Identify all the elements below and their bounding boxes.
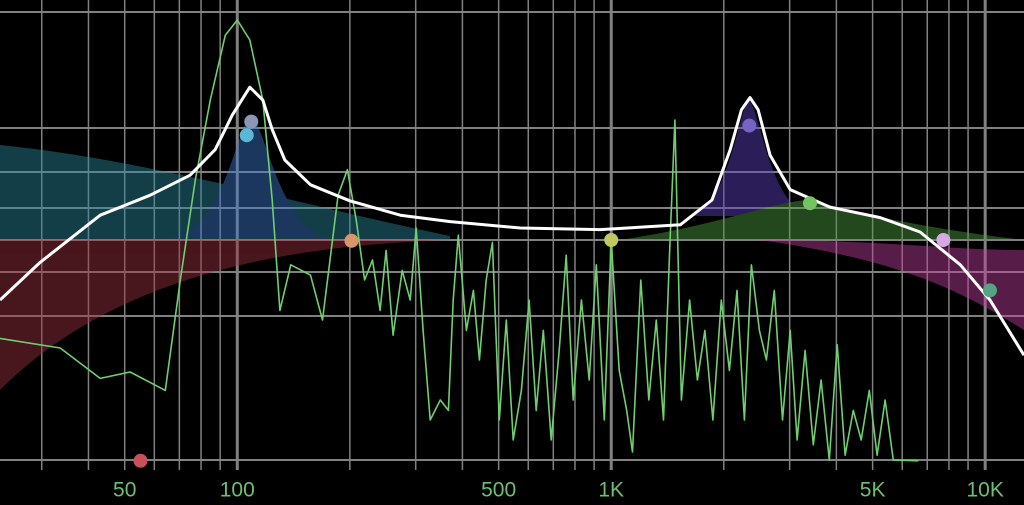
- band-node[interactable]: [742, 118, 757, 133]
- bell-fill: [620, 200, 1024, 240]
- band-node[interactable]: [133, 453, 148, 468]
- band-fills: [0, 100, 1024, 390]
- peak-fill: [170, 115, 330, 238]
- x-tick-label: 100: [220, 479, 255, 502]
- band-node[interactable]: [982, 283, 997, 298]
- band-node[interactable]: [239, 128, 254, 143]
- x-tick-label: 50: [113, 479, 136, 502]
- band-node[interactable]: [244, 114, 259, 129]
- band-node[interactable]: [344, 233, 359, 248]
- band-node[interactable]: [936, 233, 951, 247]
- x-tick-label: 500: [481, 479, 516, 502]
- plot: [0, 19, 1024, 468]
- low-shelf-fill: [0, 145, 450, 240]
- peak-fill: [690, 100, 810, 216]
- x-axis: 50 100 500 1K 5K 10K: [113, 479, 1004, 502]
- eq-curve: [0, 85, 1024, 356]
- x-tick-label: 1K: [598, 479, 624, 502]
- x-tick-label: 10K: [966, 479, 1003, 502]
- band-node[interactable]: [802, 196, 817, 211]
- band-node[interactable]: [604, 233, 619, 247]
- x-tick-label: 5K: [860, 479, 886, 502]
- low-cut-fill: [0, 240, 450, 390]
- spectrum-line: [0, 19, 919, 462]
